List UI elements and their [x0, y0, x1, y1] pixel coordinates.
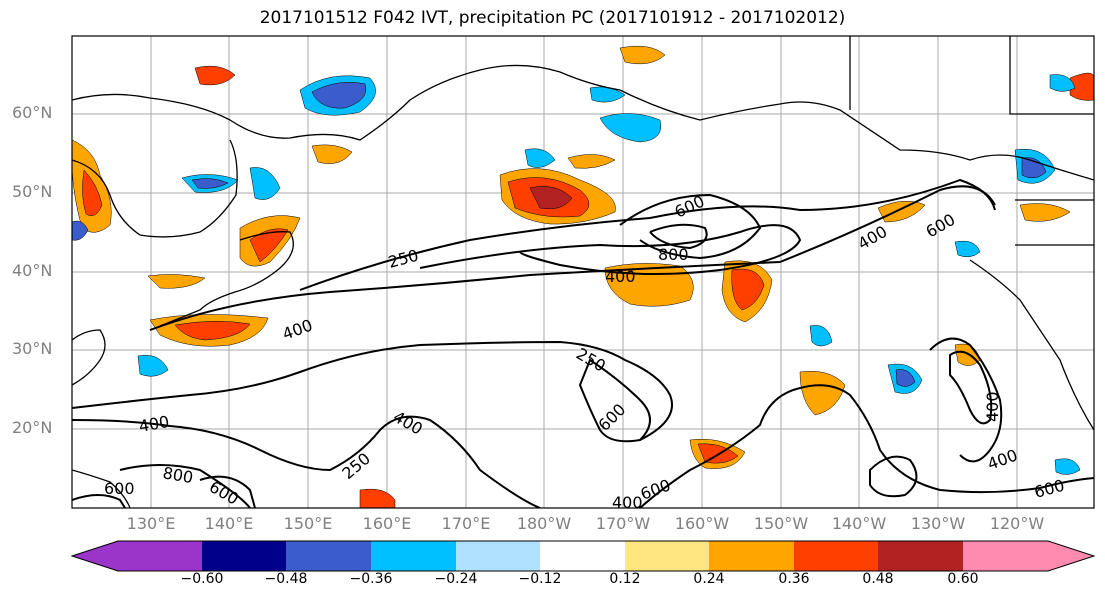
precip-patch	[249, 167, 281, 200]
precip-patch	[72, 220, 89, 241]
colorbar-tick-label: −0.36	[349, 571, 393, 587]
colorbar-segment	[456, 541, 540, 571]
precip-patch	[1049, 74, 1076, 92]
colorbar-segment	[202, 541, 286, 571]
precip-patch	[731, 268, 765, 311]
lon-label: 120°W	[989, 514, 1045, 533]
lon-label: 150°W	[753, 514, 809, 533]
colorbar-extend-right	[1048, 541, 1094, 571]
precip-patch	[529, 186, 573, 210]
colorbar-segment	[709, 541, 794, 571]
lon-label: 160°W	[674, 514, 730, 533]
colorbar-tick-label: −0.60	[180, 571, 224, 587]
colorbar-segment	[286, 541, 371, 571]
precip-patch	[877, 200, 926, 223]
precip-patch	[1019, 203, 1071, 222]
lon-label: 160°E	[362, 514, 412, 533]
precip-patch	[799, 371, 846, 416]
precip-patch	[619, 45, 666, 65]
precip-patch	[311, 144, 353, 164]
colorbar-segment	[540, 541, 625, 571]
precip-patch	[809, 325, 833, 347]
ivt-contours	[72, 178, 1094, 508]
precip-patch	[311, 82, 367, 109]
map-title: 2017101512 F042 IVT, precipitation PC (2…	[259, 8, 846, 28]
coastlines	[72, 36, 1094, 508]
precip-patch	[1069, 72, 1094, 101]
colorbar-segment	[371, 541, 456, 571]
precipitation-shading	[72, 45, 1094, 508]
precip-patch	[147, 274, 206, 289]
precip-patch	[359, 488, 396, 508]
precip-patch	[697, 443, 739, 464]
colorbar-segment	[625, 541, 709, 571]
lon-label: 170°E	[441, 514, 491, 533]
lon-label: 130°W	[910, 514, 966, 533]
lon-label: 150°E	[283, 514, 333, 533]
colorbar-tick-label: −0.12	[518, 571, 562, 587]
precip-patch	[895, 369, 916, 387]
precip-patch	[589, 86, 626, 103]
precip-patch	[954, 240, 981, 258]
colorbar-segment	[878, 541, 963, 571]
colorbar	[70, 540, 1096, 572]
precip-patch	[1054, 458, 1081, 475]
precip-patch	[137, 355, 169, 377]
colorbar-segment	[118, 541, 202, 571]
contour-label: 400	[983, 391, 1002, 422]
map-frame	[71, 35, 1095, 509]
lat-label: 40°N	[12, 261, 53, 280]
contour-label: 400	[612, 493, 643, 512]
colorbar-tick-label: 0.60	[947, 571, 979, 587]
precip-patch	[82, 169, 103, 216]
lon-label: 130°E	[126, 514, 176, 533]
contour-label: 400	[605, 267, 636, 286]
lat-label: 30°N	[12, 339, 53, 358]
lat-label: 60°N	[12, 103, 53, 122]
precip-patch	[567, 154, 616, 169]
colorbar-tick-label: −0.48	[264, 571, 308, 587]
colorbar-segment	[794, 541, 878, 571]
precip-patch	[524, 148, 556, 168]
colorbar-tick-label: −0.24	[434, 571, 478, 587]
precip-patch	[194, 65, 236, 86]
colorbar-tick-label: 0.36	[778, 571, 810, 587]
colorbar-tick-label: 0.48	[862, 571, 894, 587]
lat-label: 50°N	[12, 182, 53, 201]
precip-patch	[249, 228, 289, 263]
lon-label: 180°W	[516, 514, 572, 533]
precip-patch	[174, 320, 251, 341]
colorbar-extend-left	[72, 541, 118, 571]
lat-label: 20°N	[12, 418, 53, 437]
precip-patch	[599, 113, 662, 143]
graticule	[72, 36, 1094, 508]
lon-label: 170°W	[595, 514, 651, 533]
colorbar-segment	[963, 541, 1048, 571]
contour-label: 800	[658, 245, 689, 264]
lon-label: 140°W	[831, 514, 887, 533]
precip-patch	[191, 178, 229, 189]
colorbar-tick-label: 0.24	[693, 571, 725, 587]
colorbar-tick-label: 0.12	[609, 571, 641, 587]
contour-label: 600	[104, 479, 135, 498]
lon-label: 140°E	[204, 514, 254, 533]
